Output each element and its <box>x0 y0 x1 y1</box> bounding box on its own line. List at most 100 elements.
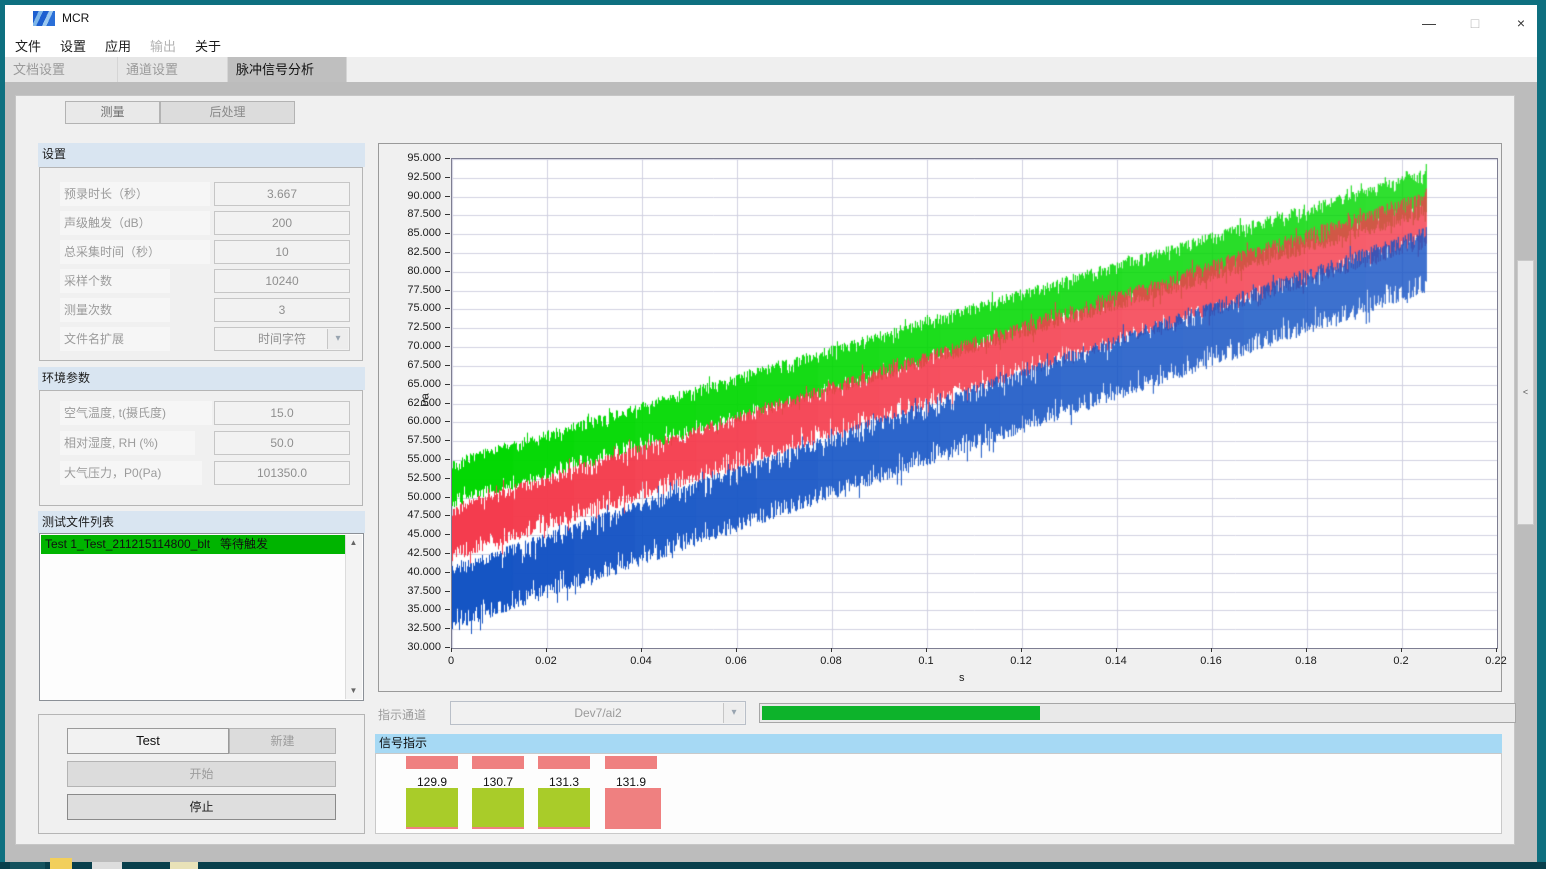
close-button[interactable]: × <box>1516 15 1526 31</box>
field-label-sound-trigger: 声级触发（dB） <box>60 211 210 235</box>
indicator-channel-dropdown[interactable]: Dev7/ai2 ▾ <box>450 701 746 725</box>
taskbar-icon[interactable] <box>170 862 198 869</box>
tab-document-settings[interactable]: 文档设置 <box>5 57 118 82</box>
x-tick-label: 0.2 <box>1393 655 1409 667</box>
y-tick-mark <box>445 628 450 630</box>
signal-indication-panel: 信号指示 129.9 130.7 131.3 131.9 <box>375 734 1502 834</box>
test-file-listbox: Test 1_Test_211215114800_blt 等待触发 ▲ ▼ <box>39 533 364 701</box>
new-button[interactable]: 新建 <box>229 728 336 754</box>
folder-icon[interactable] <box>50 858 72 869</box>
y-tick-mark <box>445 609 450 611</box>
y-tick-label: 95.000 <box>407 152 441 164</box>
x-tick-mark <box>736 648 737 652</box>
test-file-name: Test 1_Test_211215114800_blt <box>45 537 211 551</box>
y-tick-label: 65.000 <box>407 377 441 390</box>
y-tick-label: 50.000 <box>407 490 441 503</box>
tab-channel-settings[interactable]: 通道设置 <box>118 57 228 82</box>
x-tick-label: 0.14 <box>1105 655 1127 667</box>
y-tick-mark <box>445 590 450 592</box>
environment-group: 环境参数 空气温度, t(摄氏度) 15.0 相对湿度, RH (%) 50.0… <box>38 367 365 506</box>
start-button[interactable]: 开始 <box>67 761 336 787</box>
taskbar-icon[interactable] <box>10 862 45 869</box>
maximize-button[interactable]: □ <box>1470 15 1480 31</box>
x-tick-label: 0.08 <box>820 655 842 667</box>
window-title: MCR <box>62 11 90 25</box>
y-tick-mark <box>445 327 450 329</box>
test-name-input[interactable]: Test <box>67 728 229 754</box>
menu-about[interactable]: 关于 <box>195 39 222 54</box>
y-tick-label: 75.000 <box>407 302 441 315</box>
prerecord-duration-field[interactable]: 3.667 <box>214 182 350 206</box>
filename-extension-dropdown[interactable]: 时间字符 ▾ <box>214 327 350 351</box>
chart-panel: 95.000 92.500 90.000 87.500 85.000 82.500 80.0… <box>378 143 1507 692</box>
chevron-down-icon[interactable]: ▾ <box>327 329 348 349</box>
scroll-up-icon[interactable]: ▲ <box>346 535 361 551</box>
menu-apply[interactable]: 应用 <box>105 39 132 54</box>
signal-level-value: 131.9 <box>615 775 647 789</box>
menu-file[interactable]: 文件 <box>15 39 42 54</box>
chevron-down-icon[interactable]: ▾ <box>723 703 744 723</box>
taskbar-icon[interactable] <box>92 862 122 869</box>
sound-level-trigger-field[interactable]: 200 <box>214 211 350 235</box>
relative-humidity-field[interactable]: 50.0 <box>214 431 350 455</box>
x-tick-label: 0.04 <box>630 655 652 667</box>
field-label-air-temp: 空气温度, t(摄氏度) <box>60 401 212 425</box>
y-tick-mark <box>445 534 450 536</box>
taskbar <box>0 858 1546 869</box>
field-label-sample-count: 采样个数 <box>60 269 170 293</box>
subtab-postprocess[interactable]: 后处理 <box>160 101 295 124</box>
list-scrollbar[interactable]: ▲ ▼ <box>345 535 362 699</box>
x-tick-label: 0.12 <box>1010 655 1032 667</box>
y-tick-mark <box>445 440 450 442</box>
field-label-prerecord: 预录时长（秒） <box>60 182 210 206</box>
stop-button[interactable]: 停止 <box>67 794 336 820</box>
field-label-humidity: 相对湿度, RH (%) <box>60 431 195 455</box>
y-tick-label: 42.500 <box>407 546 441 559</box>
y-tick-mark <box>445 158 450 159</box>
y-tick-mark <box>445 176 450 178</box>
minimize-button[interactable]: — <box>1422 15 1436 31</box>
scroll-down-icon[interactable]: ▼ <box>346 683 361 699</box>
title-bar: MCR — □ × <box>5 5 1537 33</box>
indicator-channel-value: Dev7/ai2 <box>574 706 622 720</box>
y-tick-mark <box>445 195 450 197</box>
menu-output: 输出 <box>150 39 177 54</box>
controls-panel: Test 新建 开始 停止 <box>38 714 365 834</box>
environment-group-body: 空气温度, t(摄氏度) 15.0 相对湿度, RH (%) 50.0 大气压力… <box>39 390 363 506</box>
acquisition-progress-bar <box>759 703 1516 723</box>
measurement-count-field[interactable]: 3 <box>214 298 350 322</box>
total-acquisition-time-field[interactable]: 10 <box>214 240 350 264</box>
x-tick-label: 0.02 <box>535 655 557 667</box>
atmospheric-pressure-field[interactable]: 101350.0 <box>214 461 350 485</box>
subtab-measure[interactable]: 测量 <box>65 101 160 124</box>
x-tick-mark <box>546 648 547 652</box>
y-tick-mark <box>445 402 450 404</box>
signal-chart <box>452 159 1497 648</box>
test-file-list-title: 测试文件列表 <box>38 511 365 533</box>
y-tick-label: 85.000 <box>407 227 441 240</box>
y-tick-label: 32.500 <box>407 622 441 635</box>
sample-count-field[interactable]: 10240 <box>214 269 350 293</box>
y-tick-mark <box>445 252 450 254</box>
right-splitter-handle[interactable]: < <box>1517 260 1534 525</box>
y-tick-label: 72.500 <box>407 321 441 334</box>
y-tick-label: 80.000 <box>407 264 441 277</box>
signal-level-box <box>538 788 590 829</box>
field-label-filename-ext: 文件名扩展 <box>60 327 170 351</box>
signal-level-value: 130.7 <box>482 775 514 789</box>
x-tick-mark <box>831 648 832 652</box>
list-item[interactable]: Test 1_Test_211215114800_blt 等待触发 <box>41 535 347 554</box>
x-tick-label: 0.18 <box>1295 655 1317 667</box>
air-temperature-field[interactable]: 15.0 <box>214 401 350 425</box>
y-tick-mark <box>445 477 450 479</box>
indicator-channel-label: 指示通道 <box>378 708 427 722</box>
tab-pulse-signal-analysis[interactable]: 脉冲信号分析 <box>228 57 347 82</box>
menu-settings[interactable]: 设置 <box>60 39 87 54</box>
y-tick-mark <box>445 270 450 272</box>
signal-peak-strip <box>538 756 590 769</box>
signal-peak-strip <box>605 756 657 769</box>
x-tick-mark <box>1116 648 1117 652</box>
y-tick-label: 67.500 <box>407 358 441 371</box>
y-tick-label: 52.500 <box>407 471 441 484</box>
